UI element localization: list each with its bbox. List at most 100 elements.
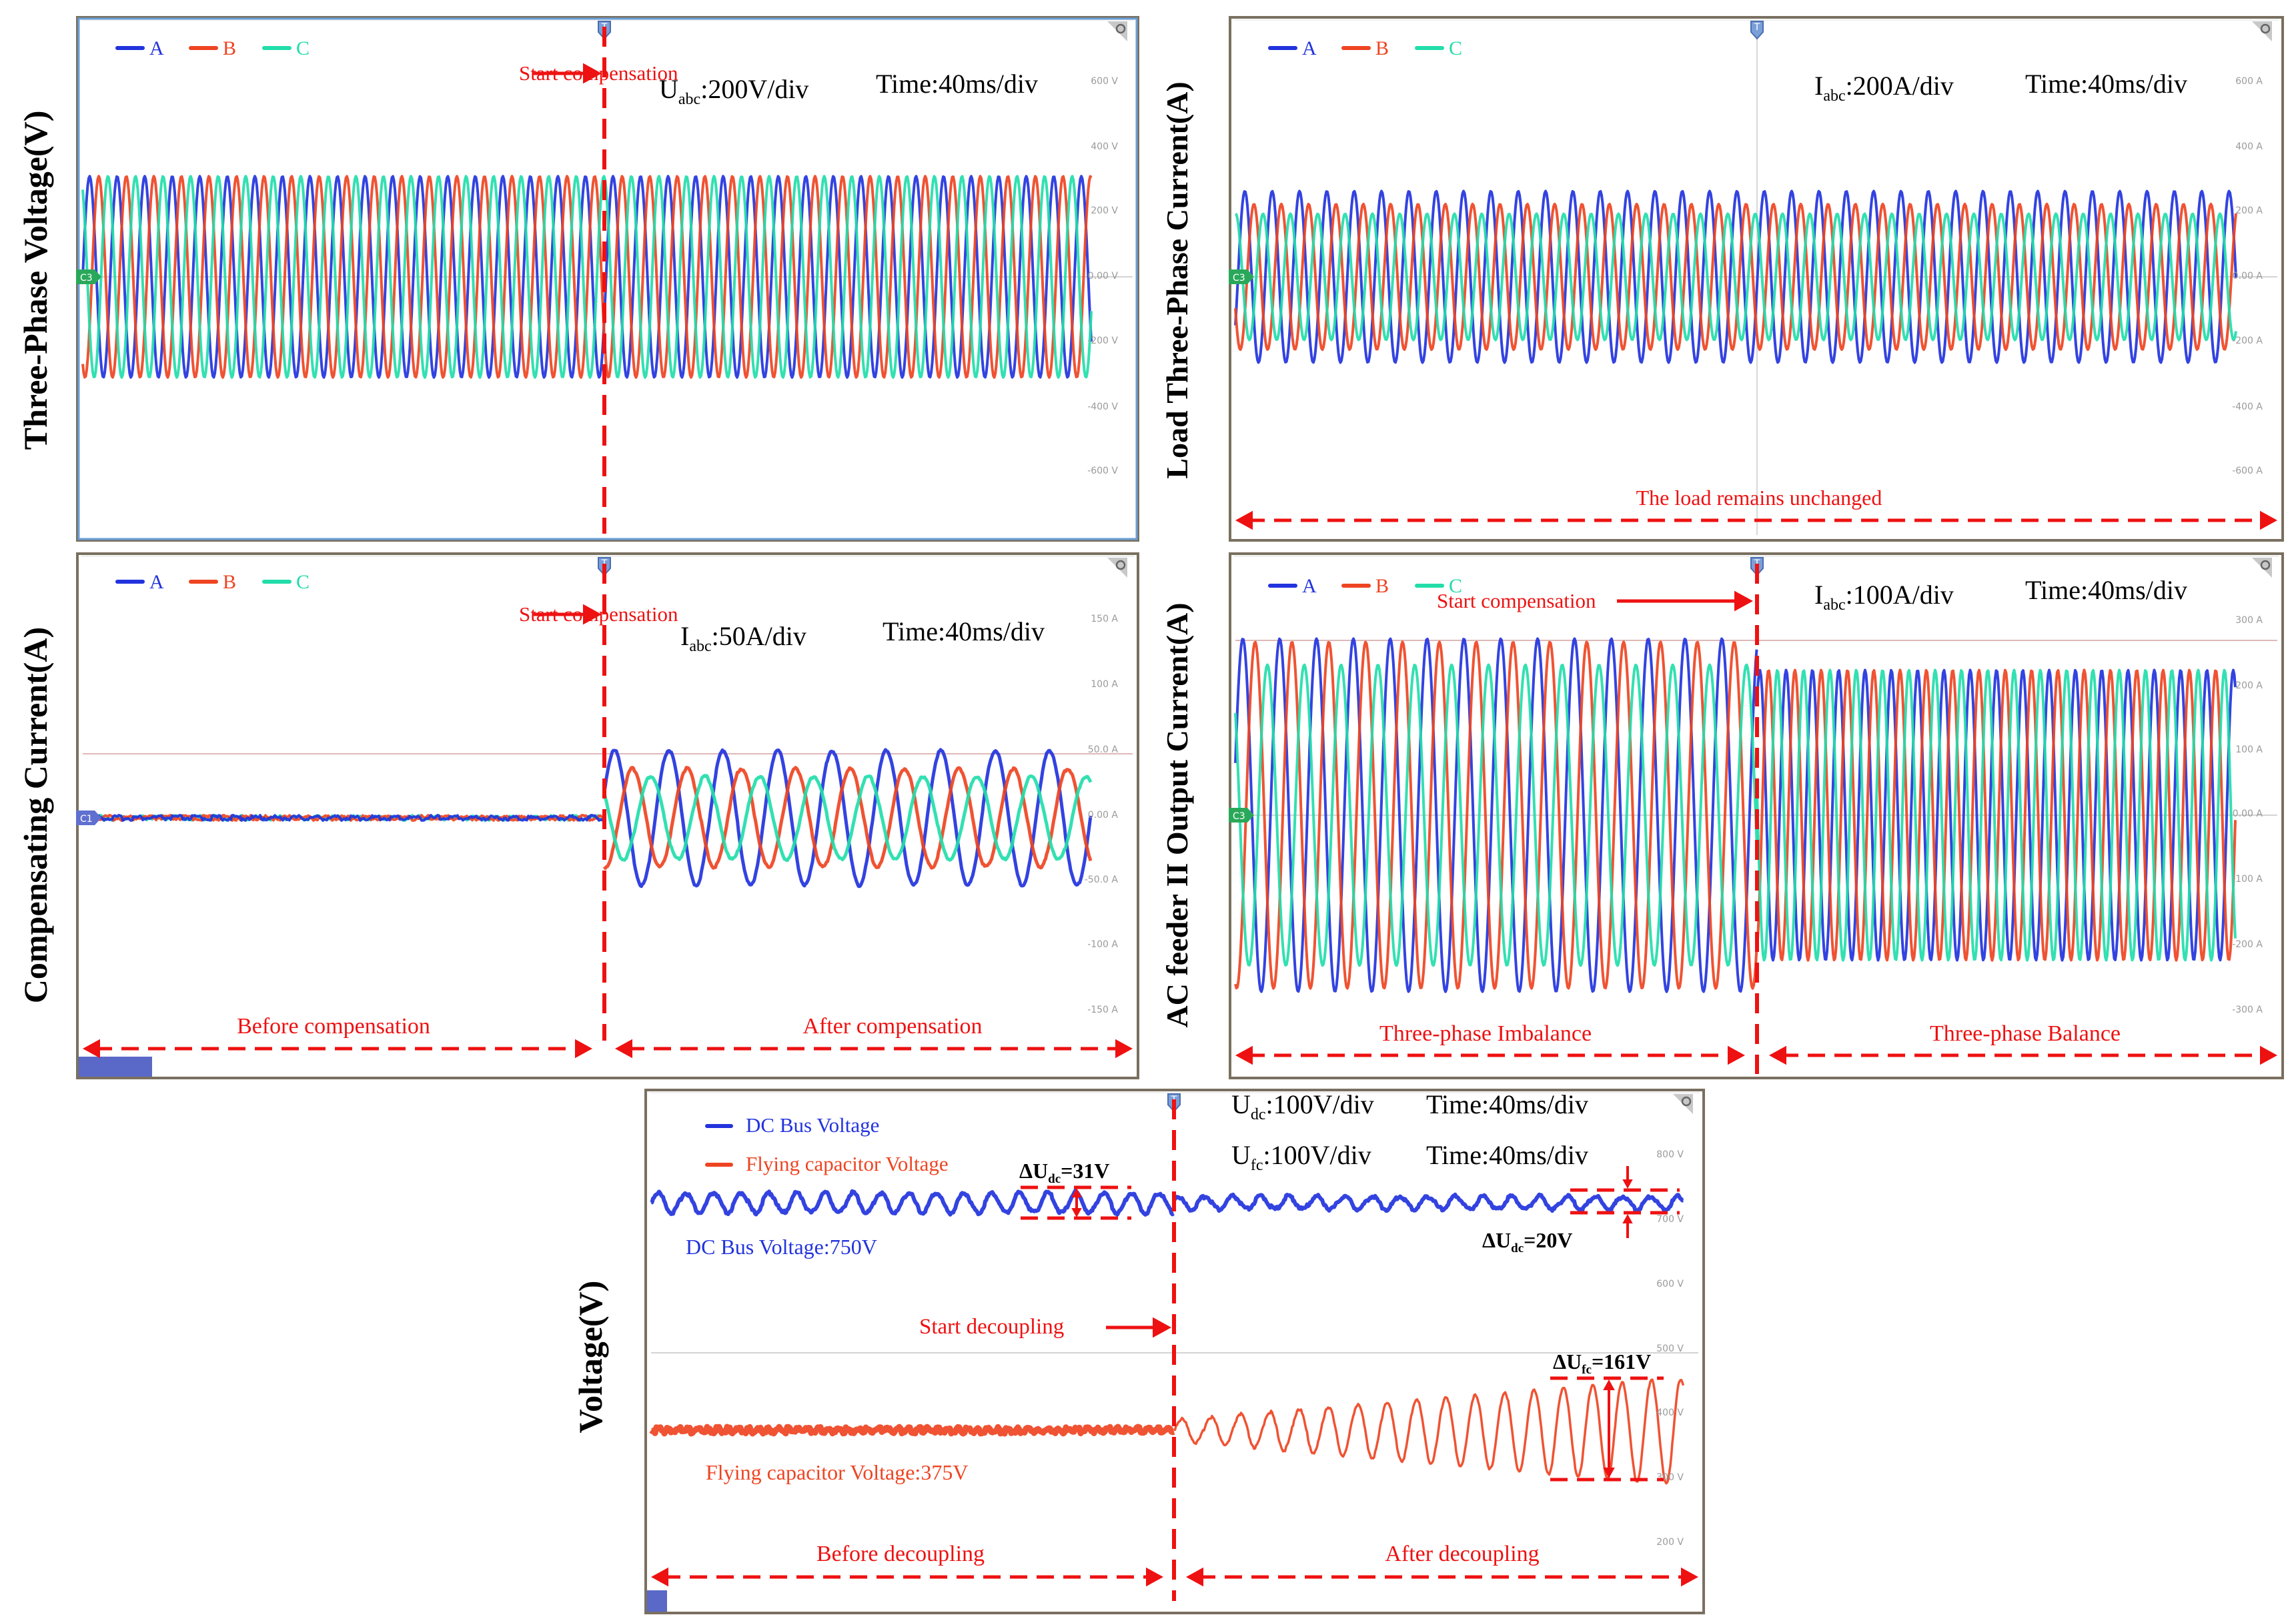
dc-voltage-panel-legend-fc: Flying capacitor Voltage bbox=[746, 1152, 949, 1175]
dc-voltage-panel-corner-badge bbox=[647, 1590, 667, 1612]
dc-voltage-panel-ripple-after-up bbox=[1622, 1214, 1633, 1223]
dc-voltage-panel-fc-ripple-label-sub: fc bbox=[1582, 1363, 1592, 1377]
dc-voltage-panel-fc-ripple-label-value: =161V bbox=[1592, 1349, 1651, 1374]
dc-voltage-panel-fc-ripple-up bbox=[1603, 1380, 1615, 1390]
compensating-panel-tick-5: -100 A bbox=[1087, 939, 1118, 950]
dc-voltage-panel-before-arrow-left-head bbox=[651, 1567, 668, 1587]
feeder-panel-channel-tag bbox=[1229, 808, 1254, 823]
load-current-panel-scale-main: I bbox=[1814, 71, 1823, 101]
feeder-panel-region-before: Three-phase Imbalance bbox=[1379, 1021, 1592, 1046]
feeder-panel-legend-label-0: A bbox=[1302, 575, 1317, 597]
feeder-panel-scale: Iabc:100A/div bbox=[1814, 580, 1954, 614]
load-current-panel-trace-C bbox=[1235, 212, 2237, 342]
load-current-panel-trigger-marker bbox=[1750, 21, 1764, 40]
feeder-panel-time: Time:40ms/div bbox=[2025, 575, 2187, 605]
dc-voltage-panel-tick-4: 400 V bbox=[1656, 1408, 1684, 1418]
compensating-panel-tick-6: -150 A bbox=[1087, 1005, 1118, 1015]
load-current-panel-tick-0: 600 A bbox=[2235, 76, 2263, 87]
feeder-panel-marker-label: Start compensation bbox=[1437, 589, 1596, 612]
compensating-panel-scale-main: I bbox=[680, 621, 689, 651]
feeder-panel-after-arrow-right-head bbox=[2260, 1045, 2277, 1065]
compensating-panel-marker-arrow-head bbox=[583, 604, 602, 625]
feeder-panel-marker-arrow-head bbox=[1734, 590, 1753, 612]
dc-voltage-panel-scale-fc-sub: fc bbox=[1251, 1157, 1263, 1174]
dc-voltage-panel-after-arrow-left-head bbox=[1186, 1567, 1203, 1587]
dc-voltage-panel-ripple-before-label-sub: dc bbox=[1048, 1172, 1061, 1186]
dc-voltage-panel-fc-ripple-label-main: ΔU bbox=[1553, 1349, 1582, 1374]
load-current-panel-channel-label: C3 bbox=[1233, 273, 1245, 284]
load-current-panel-scale: Iabc:200A/div bbox=[1814, 71, 1954, 105]
compensating-panel-legend-label-1: B bbox=[223, 571, 236, 593]
feeder-panel-tick-3: 0.00 A bbox=[2233, 808, 2263, 819]
dc-voltage-panel-tick-5: 300 V bbox=[1656, 1472, 1684, 1483]
load-current-panel-tick-5: -400 A bbox=[2232, 402, 2263, 412]
dc-voltage-panel-ylabel: Voltage(V) bbox=[572, 1281, 609, 1434]
compensating-panel-corner-badge bbox=[79, 1057, 152, 1077]
feeder-panel-tick-0: 300 A bbox=[2235, 615, 2263, 626]
compensating-panel-before-arrow-right-head bbox=[575, 1039, 592, 1059]
voltage-panel-tick-1: 400 V bbox=[1091, 141, 1118, 152]
feeder-panel-legend-label-2: C bbox=[1449, 575, 1462, 597]
dc-voltage-panel-time-dc: Time:40ms/div bbox=[1426, 1089, 1588, 1119]
dc-voltage-panel-tick-0: 800 V bbox=[1656, 1149, 1684, 1160]
dc-voltage-panel-zoom-icon bbox=[1681, 1096, 1692, 1107]
compensating-panel-tick-4: -50.0 A bbox=[1085, 875, 1119, 885]
dc-voltage-panel-ripple-before-label-value: =31V bbox=[1061, 1159, 1109, 1183]
compensating-panel-trace-before-A bbox=[81, 814, 606, 822]
load-current-panel-region-arrow-right-head bbox=[2260, 510, 2277, 530]
load-current-panel-region-arrow-left-head bbox=[1235, 510, 1253, 530]
compensating-panel-trace-before-B bbox=[81, 814, 605, 822]
load-current-panel-scale-sub: abc bbox=[1823, 87, 1845, 105]
feeder-panel-scale-value: :100A/div bbox=[1846, 580, 1954, 610]
voltage-panel-time: Time:40ms/div bbox=[876, 69, 1038, 99]
dc-voltage-panel-tick-1: 700 V bbox=[1656, 1214, 1684, 1225]
dc-voltage-panel-ripple-after-label: ΔUdc=20V bbox=[1482, 1228, 1573, 1255]
dc-voltage-panel-after-arrow-right-head bbox=[1681, 1567, 1698, 1587]
dc-voltage-panel-trace-dc-after bbox=[1172, 1192, 1684, 1213]
voltage-panel-channel-label: C3 bbox=[80, 273, 93, 284]
dc-voltage-panel-scale-dc-value: :100V/div bbox=[1266, 1089, 1374, 1119]
feeder-panel-zoom-icon bbox=[2260, 560, 2271, 570]
load-current-panel-trace-A bbox=[1234, 189, 2237, 364]
dc-voltage-panel-ripple-after-label-sub: dc bbox=[1511, 1241, 1524, 1255]
feeder-panel-legend-label-1: B bbox=[1375, 575, 1389, 597]
compensating-panel-time: Time:40ms/div bbox=[883, 616, 1045, 646]
feeder-panel-ylabel: AC feeder II Output Current(A) bbox=[1160, 602, 1194, 1027]
dc-voltage-panel-scale-dc-sub: dc bbox=[1251, 1106, 1266, 1123]
voltage-panel bbox=[76, 16, 1139, 542]
voltage-panel-legend-label-1: B bbox=[223, 37, 236, 59]
compensating-panel-before-arrow-left-head bbox=[83, 1039, 100, 1059]
feeder-panel-trace-before-B bbox=[1234, 640, 1758, 990]
dc-voltage-panel-ripple-after-down bbox=[1622, 1179, 1633, 1189]
voltage-panel-marker-arrow-head bbox=[583, 63, 602, 84]
voltage-panel-tick-3: 0.00 V bbox=[1088, 271, 1119, 282]
voltage-panel-scale: Uabc:200V/div bbox=[659, 74, 808, 108]
compensating-panel-legend-label-0: A bbox=[149, 571, 164, 593]
compensating-panel-scale-value: :50A/div bbox=[712, 621, 806, 651]
dc-voltage-panel-time-fc: Time:40ms/div bbox=[1426, 1140, 1588, 1170]
load-current-panel-time: Time:40ms/div bbox=[2025, 69, 2187, 99]
compensating-panel-after-arrow-left-head bbox=[615, 1039, 632, 1059]
voltage-panel-tick-0: 600 V bbox=[1091, 76, 1118, 87]
load-current-panel-ylabel: Load Three-Phase Current(A) bbox=[1160, 81, 1194, 478]
dc-voltage-panel-tick-2: 600 V bbox=[1656, 1279, 1684, 1289]
compensating-panel-after-arrow-right-head bbox=[1115, 1039, 1133, 1059]
dc-voltage-panel-scale-fc: Ufc:100V/div bbox=[1231, 1140, 1371, 1174]
feeder-panel-tick-6: -300 A bbox=[2232, 1005, 2263, 1015]
voltage-panel-trace-C bbox=[81, 175, 1093, 379]
dc-voltage-panel-ripple-before-down bbox=[1071, 1208, 1082, 1217]
load-current-panel-tick-1: 400 A bbox=[2235, 141, 2263, 152]
dc-voltage-panel-marker-label: Start decoupling bbox=[919, 1315, 1064, 1339]
dc-voltage-panel-legend-dc: DC Bus Voltage bbox=[746, 1113, 879, 1137]
voltage-panel-scale-main: U bbox=[659, 74, 678, 104]
dc-voltage-panel-tick-3: 500 V bbox=[1656, 1343, 1684, 1354]
feeder-panel-after-arrow-left-head bbox=[1769, 1045, 1786, 1065]
compensating-panel-region-before: Before compensation bbox=[237, 1014, 430, 1039]
compensating-panel-tick-3: 0.00 A bbox=[1088, 810, 1119, 821]
feeder-panel-channel-label: C3 bbox=[1233, 811, 1245, 822]
feeder-panel-tick-1: 200 A bbox=[2235, 680, 2263, 691]
voltage-panel-tick-4: -200 V bbox=[1087, 336, 1118, 346]
feeder-panel-tick-4: -100 A bbox=[2232, 874, 2263, 885]
